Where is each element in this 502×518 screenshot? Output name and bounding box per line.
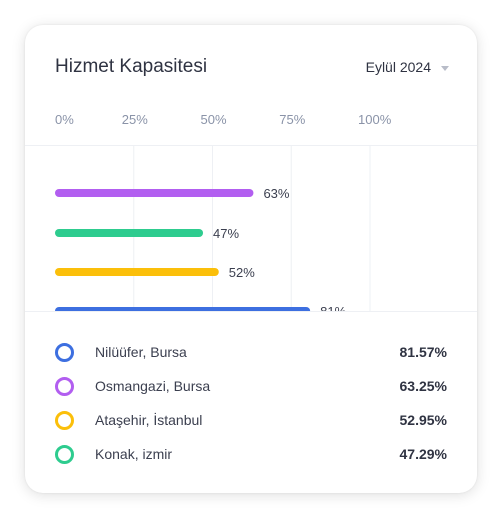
bar[interactable]	[55, 307, 311, 311]
x-tick-label: 50%	[200, 112, 227, 127]
period-dropdown[interactable]: Eylül 2024	[366, 59, 449, 75]
bar[interactable]	[55, 189, 254, 197]
bar-value-label: 47%	[213, 226, 239, 241]
legend-name: Nilüüfer, Bursa	[95, 344, 187, 360]
period-label: Eylül 2024	[365, 59, 431, 75]
bar[interactable]	[55, 268, 219, 276]
legend-value: 47.29%	[399, 446, 447, 462]
legend-marker-icon	[55, 376, 74, 396]
legend-marker-icon	[55, 410, 74, 430]
chart-top-divider	[25, 145, 477, 146]
legend-name: Konak, izmir	[95, 446, 173, 462]
bar-value-label: 81%	[320, 304, 346, 311]
bar-chart: 63% 47% 52% 81%	[55, 145, 371, 311]
bar-value-label: 52%	[229, 265, 255, 280]
capacity-card: Hizmet Kapasitesi Eylül 2024 0% 25% 50% 75%…	[25, 25, 477, 493]
card-title: Hizmet Kapasitesi	[55, 56, 208, 77]
legend-value: 63.25%	[399, 378, 447, 394]
legend: Nilüüfer, Bursa 81.57% Osmangazi, Bursa 63.…	[55, 335, 447, 471]
legend-value: 81.57%	[399, 344, 447, 360]
x-tick-label: 75%	[279, 112, 306, 127]
legend-item: Osmangazi, Bursa 63.25%	[55, 369, 447, 403]
bar-value-label: 63%	[263, 186, 289, 201]
legend-marker-icon	[55, 342, 74, 362]
x-tick-label: 25%	[121, 112, 148, 127]
legend-name: Osmangazi, Bursa	[95, 378, 211, 394]
legend-value: 52.95%	[399, 412, 447, 428]
chart-bottom-divider	[25, 311, 477, 312]
legend-item: Ataşehir, İstanbul 52.95%	[55, 403, 447, 437]
x-tick-label: 100%	[358, 112, 392, 127]
legend-name: Ataşehir, İstanbul	[95, 412, 203, 428]
x-tick-label: 0%	[55, 112, 74, 127]
legend-marker-icon	[55, 444, 74, 464]
chevron-down-icon	[441, 65, 449, 71]
bar[interactable]	[55, 229, 204, 237]
legend-item: Nilüüfer, Bursa 81.57%	[55, 335, 447, 369]
legend-item: Konak, izmir 47.29%	[55, 437, 447, 471]
